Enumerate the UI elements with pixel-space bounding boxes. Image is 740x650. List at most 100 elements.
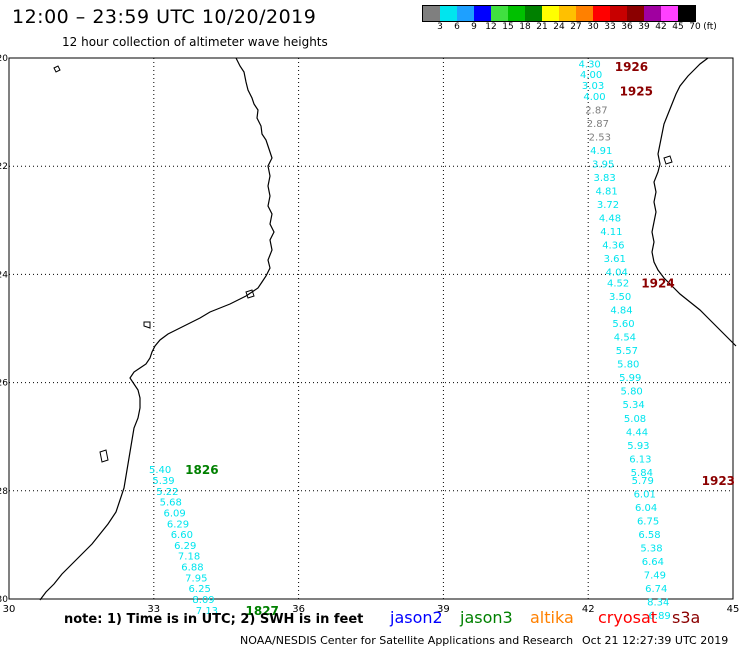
footer-note: note: 1) Time is in UTC; 2) SWH is in fe…: [64, 612, 364, 627]
legend-swatch: [559, 6, 576, 21]
wave-height-value: 3.83: [594, 173, 616, 184]
madagascar-coastline: [651, 57, 737, 347]
satellite-altika-label: altika: [530, 608, 574, 627]
y-tick-label: -22: [0, 162, 8, 172]
wave-height-value: 4.00: [583, 92, 605, 103]
altimeter-tracks: 5.405.395.225.686.096.296.606.297.186.88…: [149, 59, 671, 622]
legend-swatch-label: 3: [437, 22, 443, 32]
wave-height-value: 6.58: [638, 530, 660, 541]
color-legend: [422, 5, 696, 22]
legend-swatch-label: 12: [485, 22, 497, 32]
legend-swatch-label: 18: [519, 22, 531, 32]
y-tick-label: -28: [0, 487, 8, 497]
legend-swatch: [678, 6, 695, 21]
wave-height-value: 6.13: [629, 454, 651, 465]
wave-height-value: 3.72: [597, 200, 619, 211]
island-outline: [53, 65, 61, 73]
legend-swatch: [423, 6, 440, 21]
wave-height-value: 6.64: [642, 557, 664, 568]
legend-swatch-label: 9: [471, 22, 477, 32]
wave-height-value: 7.13: [196, 606, 218, 617]
legend-swatch-label: 39: [638, 22, 650, 32]
satellite-jason2-label: jason2: [390, 608, 443, 627]
legend-swatch: [525, 6, 542, 21]
legend-swatch-label: 42: [655, 22, 667, 32]
wave-height-value: 4.52: [607, 279, 629, 290]
legend-swatch-label: 15: [502, 22, 514, 32]
legend-swatch: [491, 6, 508, 21]
wave-height-value: 5.93: [627, 441, 649, 452]
wave-height-value: 4.81: [595, 187, 617, 198]
satellite-s3a-label: s3a: [672, 608, 701, 627]
wave-height-value: 5.84: [631, 468, 653, 479]
legend-swatch-label: 33: [604, 22, 616, 32]
wave-height-value: 5.39: [152, 476, 174, 487]
wave-height-value: 5.08: [624, 414, 646, 425]
wave-height-value: 4.30: [579, 59, 601, 70]
wave-height-value: 6.29: [167, 519, 189, 530]
wave-height-value: 5.22: [156, 487, 178, 498]
island-outline: [99, 449, 109, 463]
wave-height-value: 6.09: [163, 508, 185, 519]
pass-time-label: 1925: [620, 84, 653, 98]
wave-height-value: 4.91: [590, 146, 612, 157]
wave-height-value: 3.95: [592, 159, 614, 170]
wave-height-value: 2.87: [587, 119, 609, 130]
wave-height-value: 8.34: [647, 598, 669, 609]
satellite-jason3-label: jason3: [460, 608, 513, 627]
wave-height-value: 7.18: [178, 552, 200, 563]
pass-time-label: 1827: [246, 604, 279, 618]
pass-time-label: 1826: [185, 463, 218, 477]
x-tick-label: 45: [727, 604, 740, 615]
wave-height-value: 4.44: [626, 427, 648, 438]
legend-swatch: [457, 6, 474, 21]
island-outline: [245, 289, 255, 299]
wave-height-value: 6.88: [181, 563, 203, 574]
legend-swatch-label: 45: [672, 22, 684, 32]
wave-height-value: 2.53: [589, 132, 611, 143]
pass-time-label: 1923: [702, 474, 735, 488]
wave-height-value: 5.80: [621, 387, 643, 398]
wave-height-value: 4.48: [599, 214, 621, 225]
wave-height-value: 4.36: [602, 241, 624, 252]
time-labels: 1926 1925 1924 1923 1826 1827: [185, 60, 735, 618]
legend-swatch: [508, 6, 525, 21]
legend-swatch-label: 70: [689, 22, 701, 32]
wave-height-value: 4.00: [580, 70, 602, 81]
wave-height-value: 3.50: [609, 292, 631, 303]
island-outline: [143, 321, 151, 329]
wave-height-value: 4.11: [600, 227, 622, 238]
legend-swatch-label: 21: [536, 22, 548, 32]
legend-swatch: [440, 6, 457, 21]
wave-height-value: 4.04: [606, 268, 628, 279]
wave-height-value: 6.75: [637, 517, 659, 528]
map-frame: [8, 57, 734, 600]
legend-swatch: [474, 6, 491, 21]
y-tick-label: -20: [0, 54, 8, 64]
map-subtitle: 12 hour collection of altimeter wave hei…: [62, 35, 328, 49]
generation-timestamp: Oct 21 12:27:39 UTC 2019: [582, 634, 729, 647]
legend-swatch-label: 30: [587, 22, 599, 32]
map-title: 12:00 – 23:59 UTC 10/20/2019: [12, 6, 317, 28]
lat-lon-grid: [8, 57, 734, 600]
wave-height-value: 4.84: [610, 306, 632, 317]
wave-height-value: 5.68: [160, 498, 182, 509]
legend-swatch: [627, 6, 644, 21]
legend-swatch: [610, 6, 627, 21]
wave-height-value: 5.60: [612, 319, 634, 330]
legend-swatch-label: 6: [454, 22, 460, 32]
wave-height-value: 5.40: [149, 465, 171, 476]
wave-height-value: 5.80: [617, 360, 639, 371]
x-tick-label: 36: [292, 604, 305, 615]
wave-height-value: 6.60: [171, 530, 193, 541]
wave-height-value: 2.87: [585, 105, 607, 116]
legend-swatch-label: 27: [570, 22, 582, 32]
x-tick-label: 30: [3, 604, 16, 615]
wave-height-value: 7.49: [644, 571, 666, 582]
x-tick-label: 33: [147, 604, 160, 615]
x-tick-label: 42: [582, 604, 595, 615]
island-outline: [663, 155, 673, 165]
wave-height-value: 6.01: [634, 490, 656, 501]
y-tick-label: -26: [0, 379, 8, 389]
